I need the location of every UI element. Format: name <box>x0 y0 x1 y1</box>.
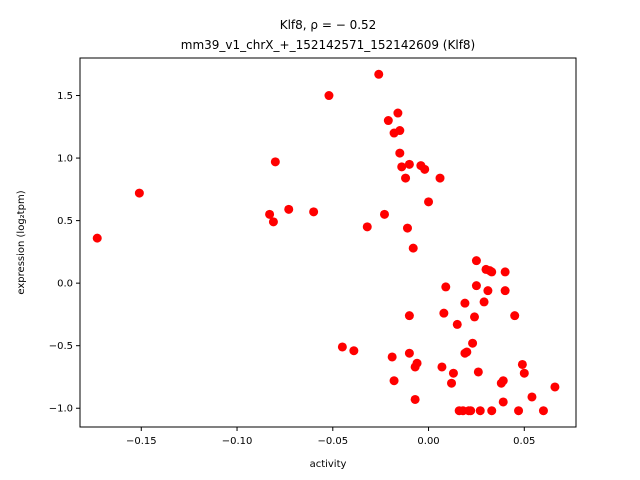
data-point <box>424 197 434 207</box>
data-point <box>387 352 397 362</box>
data-point <box>519 368 529 378</box>
x-tick-label: 0.05 <box>513 436 535 447</box>
data-point <box>309 207 319 217</box>
data-point <box>349 346 359 356</box>
data-point <box>404 311 414 321</box>
y-tick-label: 0.0 <box>57 279 73 290</box>
chart-title-line1: Klf8, ρ = − 0.52 <box>280 18 377 32</box>
data-point <box>500 286 510 296</box>
y-tick-label: −0.5 <box>49 341 73 352</box>
plot-frame <box>79 57 577 428</box>
data-point <box>517 359 527 369</box>
data-point <box>379 209 389 219</box>
data-point <box>374 69 384 79</box>
data-point <box>460 298 470 308</box>
data-point <box>402 223 412 233</box>
y-tick-label: 1.0 <box>57 154 73 165</box>
data-point <box>324 91 334 101</box>
data-point <box>404 348 414 358</box>
data-point <box>437 362 447 372</box>
data-point <box>393 108 403 118</box>
data-point <box>473 367 483 377</box>
data-point <box>498 397 508 407</box>
data-point <box>92 233 102 243</box>
data-point <box>498 376 508 386</box>
data-point <box>134 188 144 198</box>
data-point <box>462 347 472 357</box>
data-point <box>475 406 485 416</box>
data-point <box>435 173 445 183</box>
data-point <box>383 116 393 126</box>
y-tick-label: 1.5 <box>57 91 73 102</box>
data-point <box>404 159 414 169</box>
data-point <box>452 319 462 329</box>
data-point <box>471 256 481 266</box>
y-tick-label: 0.5 <box>57 216 73 227</box>
data-point <box>401 173 411 183</box>
data-point <box>466 406 476 416</box>
data-point <box>479 297 489 307</box>
data-point <box>514 406 524 416</box>
data-point <box>395 148 405 158</box>
data-point <box>420 164 430 174</box>
data-point <box>447 378 457 388</box>
data-point <box>362 222 372 232</box>
x-axis-label: activity <box>310 459 347 470</box>
x-tick-label: −0.10 <box>222 436 253 447</box>
data-point <box>550 382 560 392</box>
axis-ticks: −0.15 −0.10 −0.05 0.00 0.05 −1.0 −0.5 0.0 0.5 1.0… <box>49 91 536 447</box>
data-point <box>483 286 493 296</box>
x-tick-label: −0.15 <box>126 436 157 447</box>
data-point <box>412 358 422 368</box>
chart-title-line2: mm39_v1_chrX_+_152142571_152142609 (Klf8… <box>181 38 475 52</box>
data-point <box>408 243 418 253</box>
data-point <box>471 281 481 291</box>
x-tick-label: −0.05 <box>317 436 348 447</box>
x-tick-label: 0.00 <box>417 436 439 447</box>
data-point <box>527 392 537 402</box>
data-point <box>510 311 520 321</box>
data-point <box>470 312 480 322</box>
y-tick-label: −1.0 <box>49 404 73 415</box>
data-point <box>270 157 280 167</box>
data-point <box>284 204 294 214</box>
data-point <box>265 209 275 219</box>
data-point <box>439 308 449 318</box>
data-point <box>410 394 420 404</box>
data-point <box>487 406 497 416</box>
data-point <box>397 162 407 172</box>
data-point <box>500 267 510 277</box>
data-point <box>538 406 548 416</box>
data-point <box>389 376 399 386</box>
data-point <box>468 338 478 348</box>
data-point <box>337 342 347 352</box>
data-point <box>448 368 458 378</box>
y-axis-label: expression (log₂tpm) <box>16 190 27 294</box>
scatter-points <box>92 69 560 416</box>
data-point <box>487 267 497 277</box>
data-point <box>441 282 451 292</box>
data-point <box>395 126 405 136</box>
data-point <box>268 217 278 227</box>
